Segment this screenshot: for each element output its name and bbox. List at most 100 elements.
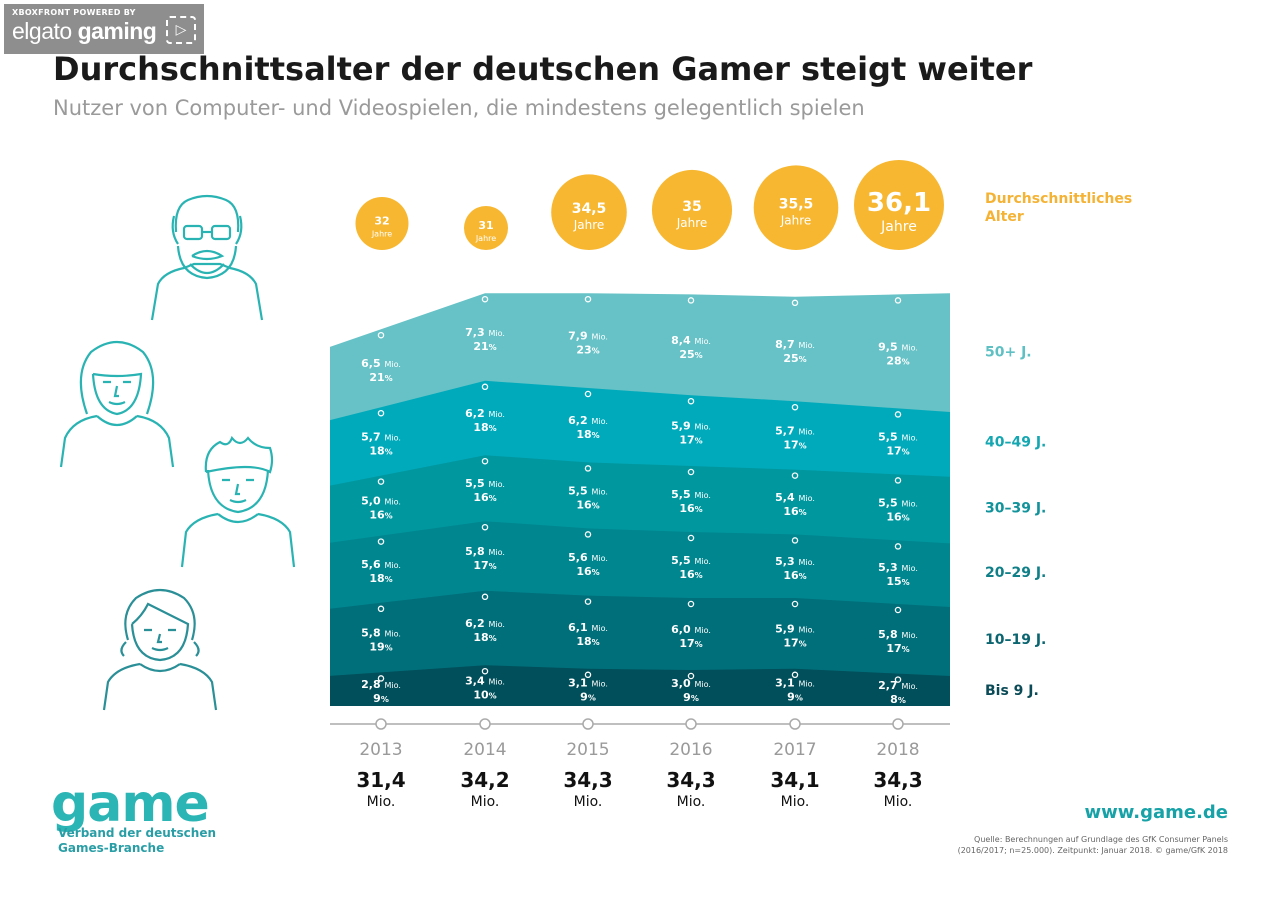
average-age-bubble <box>551 174 627 250</box>
segment-share-label: 19% <box>369 641 392 654</box>
total-unit: Mio. <box>574 794 603 810</box>
x-tick-label: 2015 <box>566 740 609 760</box>
boundary-dot <box>791 600 799 608</box>
boundary-dot <box>377 538 385 545</box>
segment-share-label: 23% <box>576 344 599 357</box>
segment-value-label: 3,0 Mio. <box>671 677 711 690</box>
boundary-dot <box>481 383 489 391</box>
total-unit: Mio. <box>781 794 810 810</box>
legend-entry: 40–49 J. <box>985 434 1046 450</box>
average-age-unit: Jahre <box>573 218 605 232</box>
chart-title: Durchschnittsalter der deutschen Gamer s… <box>53 50 1033 88</box>
man-person-icon <box>180 435 296 568</box>
legend-entry: Bis 9 J. <box>985 683 1039 699</box>
boundary-dot <box>377 605 385 613</box>
segment-share-label: 28% <box>886 354 909 367</box>
total-value: 34,3 <box>666 768 715 792</box>
boundary-dot <box>687 600 695 608</box>
total-value: 34,1 <box>770 768 819 792</box>
segment-share-label: 18% <box>576 428 599 441</box>
boundary-dot <box>894 477 902 484</box>
segment-value-label: 3,4 Mio. <box>465 675 505 688</box>
segment-value-label: 3,1 Mio. <box>775 676 815 689</box>
total-unit: Mio. <box>677 794 706 810</box>
x-axis-marker <box>892 718 904 730</box>
segment-share-label: 25% <box>783 352 806 365</box>
boundary-dot <box>791 537 799 544</box>
boundary-dot <box>894 606 902 614</box>
segment-value-label: 5,3 Mio. <box>775 555 815 568</box>
segment-value-label: 5,5 Mio. <box>671 488 711 501</box>
legend-entry: 20–29 J. <box>985 565 1046 581</box>
watermark-logo: XBOXFRONT POWERED BY elgato gaming ▷ <box>4 4 204 54</box>
segment-value-label: 5,8 Mio. <box>465 545 505 558</box>
segment-value-label: 8,7 Mio. <box>775 338 815 351</box>
segment-share-label: 16% <box>576 498 599 511</box>
segment-share-label: 16% <box>576 565 599 578</box>
boundary-dot <box>584 295 592 303</box>
boundary-dot <box>791 472 799 479</box>
x-axis-marker <box>685 718 697 730</box>
segment-share-label: 25% <box>679 348 702 361</box>
boundary-dot <box>687 468 695 476</box>
boundary-dot <box>687 397 695 405</box>
segment-share-label: 18% <box>369 444 392 457</box>
segment-share-label: 16% <box>369 509 392 522</box>
segment-value-label: 6,2 Mio. <box>465 407 505 420</box>
segment-share-label: 18% <box>369 572 392 585</box>
segment-value-label: 7,3 Mio. <box>465 326 505 339</box>
average-age-value: 31 <box>478 219 493 232</box>
segment-share-label: 17% <box>473 559 496 572</box>
segment-value-label: 6,1 Mio. <box>568 621 608 634</box>
boundary-dot <box>377 331 385 339</box>
boundary-dot <box>377 675 385 682</box>
boundary-dot <box>584 671 592 679</box>
segment-value-label: 6,2 Mio. <box>465 617 505 630</box>
website-link[interactable]: www.game.de <box>1084 802 1229 823</box>
segment-value-label: 5,8 Mio. <box>878 628 918 641</box>
segment-value-label: 8,4 Mio. <box>671 334 711 347</box>
segment-share-label: 8% <box>890 693 906 706</box>
boundary-dot <box>584 390 592 398</box>
segment-share-label: 17% <box>886 444 909 457</box>
average-age-unit: Jahre <box>475 234 496 243</box>
segment-value-label: 5,5 Mio. <box>878 430 918 443</box>
segment-share-label: 17% <box>679 434 702 447</box>
average-age-bubble <box>464 206 508 250</box>
segment-share-label: 17% <box>783 636 806 649</box>
x-axis-marker <box>789 718 801 730</box>
boundary-dot <box>894 676 902 683</box>
boundary-dot <box>481 593 489 601</box>
segment-value-label: 5,5 Mio. <box>878 496 918 509</box>
boundary-dot <box>687 534 695 542</box>
segment-share-label: 16% <box>679 568 702 581</box>
source-note: Quelle: Berechnungen auf Grundlage des G… <box>957 835 1228 855</box>
x-axis-marker <box>375 718 387 730</box>
segment-value-label: 5,3 Mio. <box>878 561 918 574</box>
boundary-dot <box>791 299 799 307</box>
segment-value-label: 5,8 Mio. <box>361 627 401 640</box>
segment-share-label: 10% <box>473 689 496 702</box>
total-unit: Mio. <box>471 794 500 810</box>
average-age-bubble <box>651 169 733 250</box>
boundary-dot <box>481 457 489 465</box>
total-unit: Mio. <box>884 794 913 810</box>
average-age-value: 34,5 <box>572 201 607 217</box>
legend-entry: 10–19 J. <box>985 632 1046 648</box>
segment-value-label: 9,5 Mio. <box>878 340 918 353</box>
x-axis-marker <box>582 718 594 730</box>
boundary-dot <box>894 297 902 304</box>
average-age-legend-line1: Durchschnittliches <box>985 191 1132 207</box>
segment-value-label: 6,2 Mio. <box>568 414 608 427</box>
segment-share-label: 18% <box>473 421 496 434</box>
segment-share-label: 16% <box>783 569 806 582</box>
segment-value-label: 5,4 Mio. <box>775 491 815 504</box>
boundary-dot <box>584 465 592 472</box>
segment-value-label: 2,8 Mio. <box>361 678 401 691</box>
boundary-dot <box>377 478 385 485</box>
segment-share-label: 17% <box>679 637 702 650</box>
average-age-unit: Jahre <box>371 229 392 238</box>
band-Bis 9 J. <box>330 665 950 706</box>
segment-value-label: 2,7 Mio. <box>878 679 918 692</box>
watermark-caption: XBOXFRONT POWERED BY <box>12 8 136 17</box>
